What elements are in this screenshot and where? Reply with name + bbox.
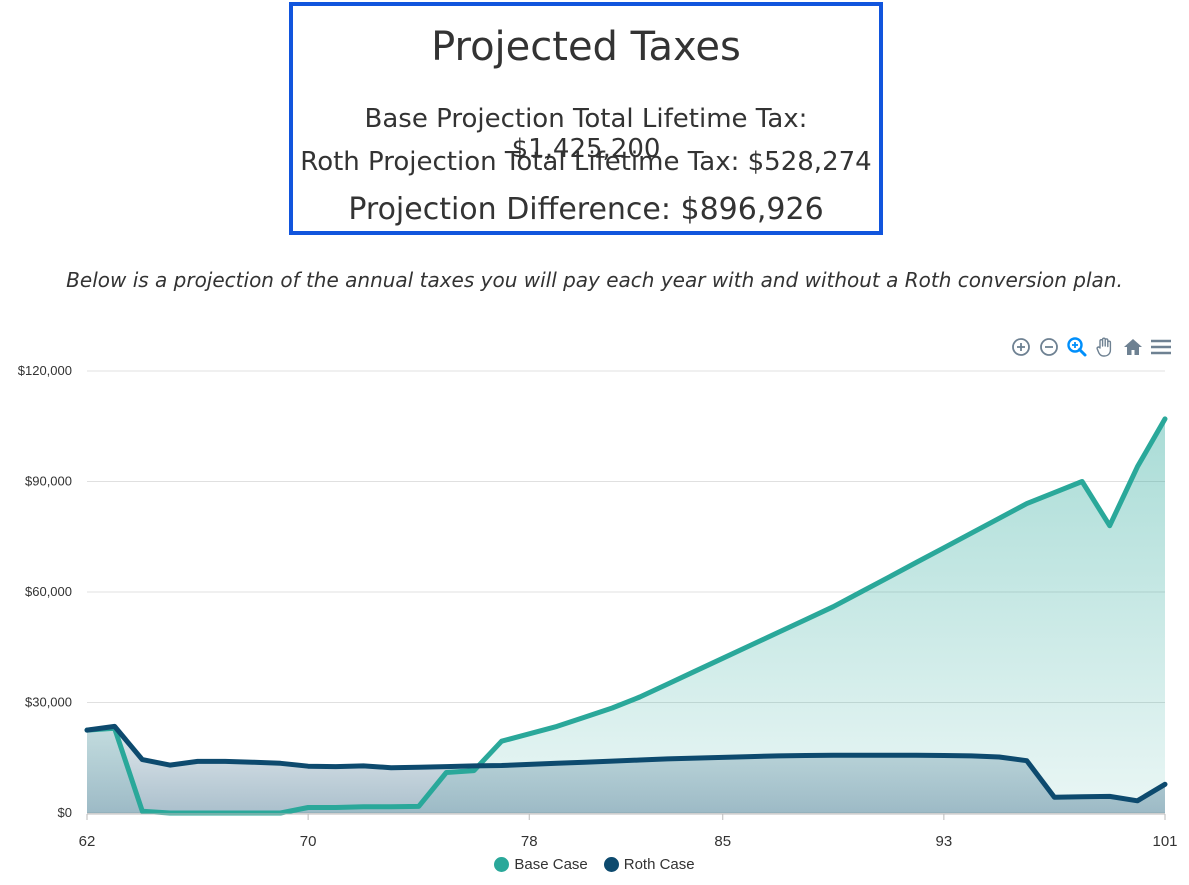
legend-item-roth[interactable]: Roth Case — [603, 856, 695, 873]
y-tick-label: $120,000 — [18, 363, 72, 378]
base-lifetime-tax: Base Projection Total Lifetime Tax: $1,4… — [364, 104, 808, 164]
chart-description: Below is a projection of the annual taxe… — [66, 268, 1123, 292]
y-tick-label: $0 — [58, 805, 72, 820]
x-tick-label: 85 — [714, 833, 731, 850]
area-roth-case — [87, 726, 1165, 813]
projection-summary-box: Projected Taxes Base Projection Total Li… — [289, 2, 883, 235]
projection-difference: Projection Difference: $896,926 — [348, 192, 824, 227]
area-base-case — [87, 418, 1165, 813]
zoom-out-icon[interactable] — [1038, 336, 1060, 358]
x-tick-label: 62 — [79, 833, 96, 850]
y-tick-label: $30,000 — [25, 695, 72, 710]
legend-label-base: Base Case — [514, 856, 588, 873]
line-roth-case[interactable] — [84, 723, 1168, 804]
y-tick-label: $90,000 — [25, 474, 72, 489]
zoom-in-icon[interactable] — [1010, 336, 1032, 358]
legend-marker-roth — [603, 857, 619, 872]
chart-toolbar — [1010, 334, 1172, 360]
summary-title: Projected Taxes — [431, 24, 741, 70]
legend-label-roth: Roth Case — [623, 856, 695, 873]
x-tick-label: 70 — [300, 833, 317, 850]
x-tick-label: 101 — [1152, 833, 1177, 850]
chart-legend: Base Case Roth Case — [0, 856, 1189, 873]
roth-lifetime-tax: Roth Projection Total Lifetime Tax: $528… — [300, 147, 872, 177]
y-tick-label: $60,000 — [25, 584, 72, 599]
x-tick-label: 93 — [936, 833, 953, 850]
line-base-case[interactable] — [84, 416, 1168, 816]
selection-zoom-icon[interactable] — [1066, 336, 1088, 358]
legend-marker-base — [494, 857, 510, 872]
menu-icon[interactable] — [1150, 336, 1172, 358]
x-tick-label: 78 — [521, 833, 538, 850]
legend-item-base[interactable]: Base Case — [494, 856, 588, 873]
pan-hand-icon[interactable] — [1094, 336, 1116, 358]
home-reset-icon[interactable] — [1122, 336, 1144, 358]
